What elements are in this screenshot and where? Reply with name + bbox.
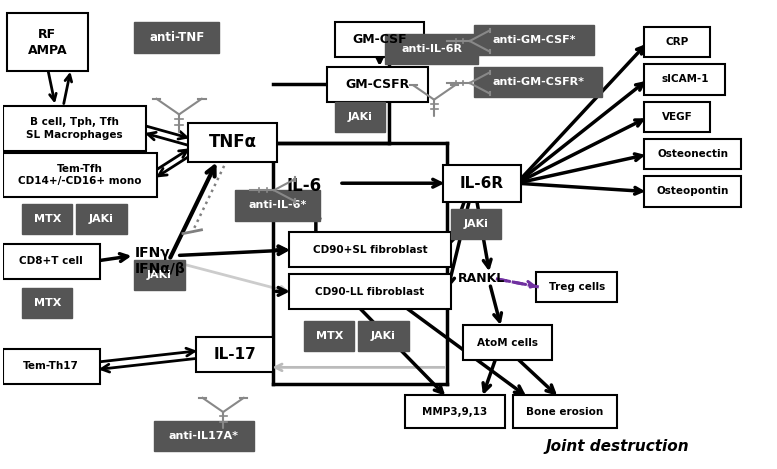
FancyBboxPatch shape xyxy=(76,204,127,234)
Text: VEGF: VEGF xyxy=(662,112,692,122)
FancyBboxPatch shape xyxy=(3,153,158,197)
FancyBboxPatch shape xyxy=(474,67,601,97)
Text: anti-IL-6R: anti-IL-6R xyxy=(401,44,462,54)
FancyBboxPatch shape xyxy=(3,244,99,279)
FancyBboxPatch shape xyxy=(154,421,254,451)
Text: JAKi: JAKi xyxy=(371,331,396,341)
FancyBboxPatch shape xyxy=(134,23,219,53)
Text: MTX: MTX xyxy=(33,298,61,308)
Text: MTX: MTX xyxy=(33,214,61,224)
FancyBboxPatch shape xyxy=(196,337,274,372)
FancyBboxPatch shape xyxy=(289,274,451,309)
FancyBboxPatch shape xyxy=(23,204,72,234)
FancyBboxPatch shape xyxy=(289,232,451,267)
Text: anti-GM-CSF*: anti-GM-CSF* xyxy=(493,35,576,45)
Text: JAKi: JAKi xyxy=(464,219,489,229)
Text: CD90-LL fibroblast: CD90-LL fibroblast xyxy=(315,287,424,296)
FancyBboxPatch shape xyxy=(335,23,424,57)
Text: IL-6: IL-6 xyxy=(287,176,322,195)
Text: CD90+SL fibroblast: CD90+SL fibroblast xyxy=(312,245,427,255)
FancyBboxPatch shape xyxy=(536,272,617,302)
Text: RANKL: RANKL xyxy=(458,272,506,285)
Text: JAKi: JAKi xyxy=(348,112,373,122)
FancyBboxPatch shape xyxy=(462,325,552,360)
FancyBboxPatch shape xyxy=(358,321,409,351)
FancyBboxPatch shape xyxy=(335,102,385,132)
FancyBboxPatch shape xyxy=(474,25,594,55)
Text: Tem-Th17: Tem-Th17 xyxy=(23,361,79,371)
FancyBboxPatch shape xyxy=(327,67,428,102)
Text: Bone erosion: Bone erosion xyxy=(527,407,604,416)
Text: TNFα: TNFα xyxy=(209,133,256,151)
Text: IFNγ: IFNγ xyxy=(134,246,170,260)
Text: anti-TNF: anti-TNF xyxy=(149,31,204,44)
FancyBboxPatch shape xyxy=(513,395,617,428)
Text: Osteopontin: Osteopontin xyxy=(657,186,729,197)
FancyBboxPatch shape xyxy=(644,139,740,169)
FancyBboxPatch shape xyxy=(644,64,726,95)
FancyBboxPatch shape xyxy=(451,209,501,239)
FancyBboxPatch shape xyxy=(644,27,710,57)
FancyBboxPatch shape xyxy=(134,260,184,290)
Text: sICAM-1: sICAM-1 xyxy=(661,75,709,84)
FancyBboxPatch shape xyxy=(235,190,319,220)
Text: JAKi: JAKi xyxy=(147,270,172,280)
FancyBboxPatch shape xyxy=(188,122,277,162)
FancyBboxPatch shape xyxy=(405,395,505,428)
Text: AtoM cells: AtoM cells xyxy=(476,338,538,348)
Text: GM-CSF: GM-CSF xyxy=(352,33,407,46)
Text: anti-GM-CSFR*: anti-GM-CSFR* xyxy=(492,77,584,87)
Text: IFNα/β: IFNα/β xyxy=(134,263,185,276)
FancyBboxPatch shape xyxy=(444,165,521,202)
FancyBboxPatch shape xyxy=(3,349,99,384)
Text: Joint destruction: Joint destruction xyxy=(545,439,689,454)
Text: anti-IL-6*: anti-IL-6* xyxy=(248,200,306,211)
Text: Osteonectin: Osteonectin xyxy=(657,149,728,159)
Text: B cell, Tph, Tfh
SL Macrophages: B cell, Tph, Tfh SL Macrophages xyxy=(26,117,123,140)
Text: CRP: CRP xyxy=(665,37,688,47)
Text: Treg cells: Treg cells xyxy=(549,282,605,292)
FancyBboxPatch shape xyxy=(644,176,740,206)
FancyBboxPatch shape xyxy=(305,321,354,351)
Text: RF
AMPA: RF AMPA xyxy=(27,28,67,57)
Text: CD8+T cell: CD8+T cell xyxy=(19,256,83,266)
Text: Tem-Tfh
CD14+/-CD16+ mono: Tem-Tfh CD14+/-CD16+ mono xyxy=(19,164,142,186)
Text: IL-6R: IL-6R xyxy=(460,176,504,191)
Text: IL-17: IL-17 xyxy=(214,347,256,362)
FancyBboxPatch shape xyxy=(385,34,478,64)
FancyBboxPatch shape xyxy=(644,102,710,132)
Text: JAKi: JAKi xyxy=(89,214,114,224)
FancyBboxPatch shape xyxy=(7,13,88,71)
FancyBboxPatch shape xyxy=(3,106,146,151)
Text: anti-IL17A*: anti-IL17A* xyxy=(169,431,239,441)
Text: MMP3,9,13: MMP3,9,13 xyxy=(423,407,488,416)
FancyBboxPatch shape xyxy=(23,288,72,318)
Text: GM-CSFR: GM-CSFR xyxy=(346,78,409,91)
Text: MTX: MTX xyxy=(315,331,343,341)
